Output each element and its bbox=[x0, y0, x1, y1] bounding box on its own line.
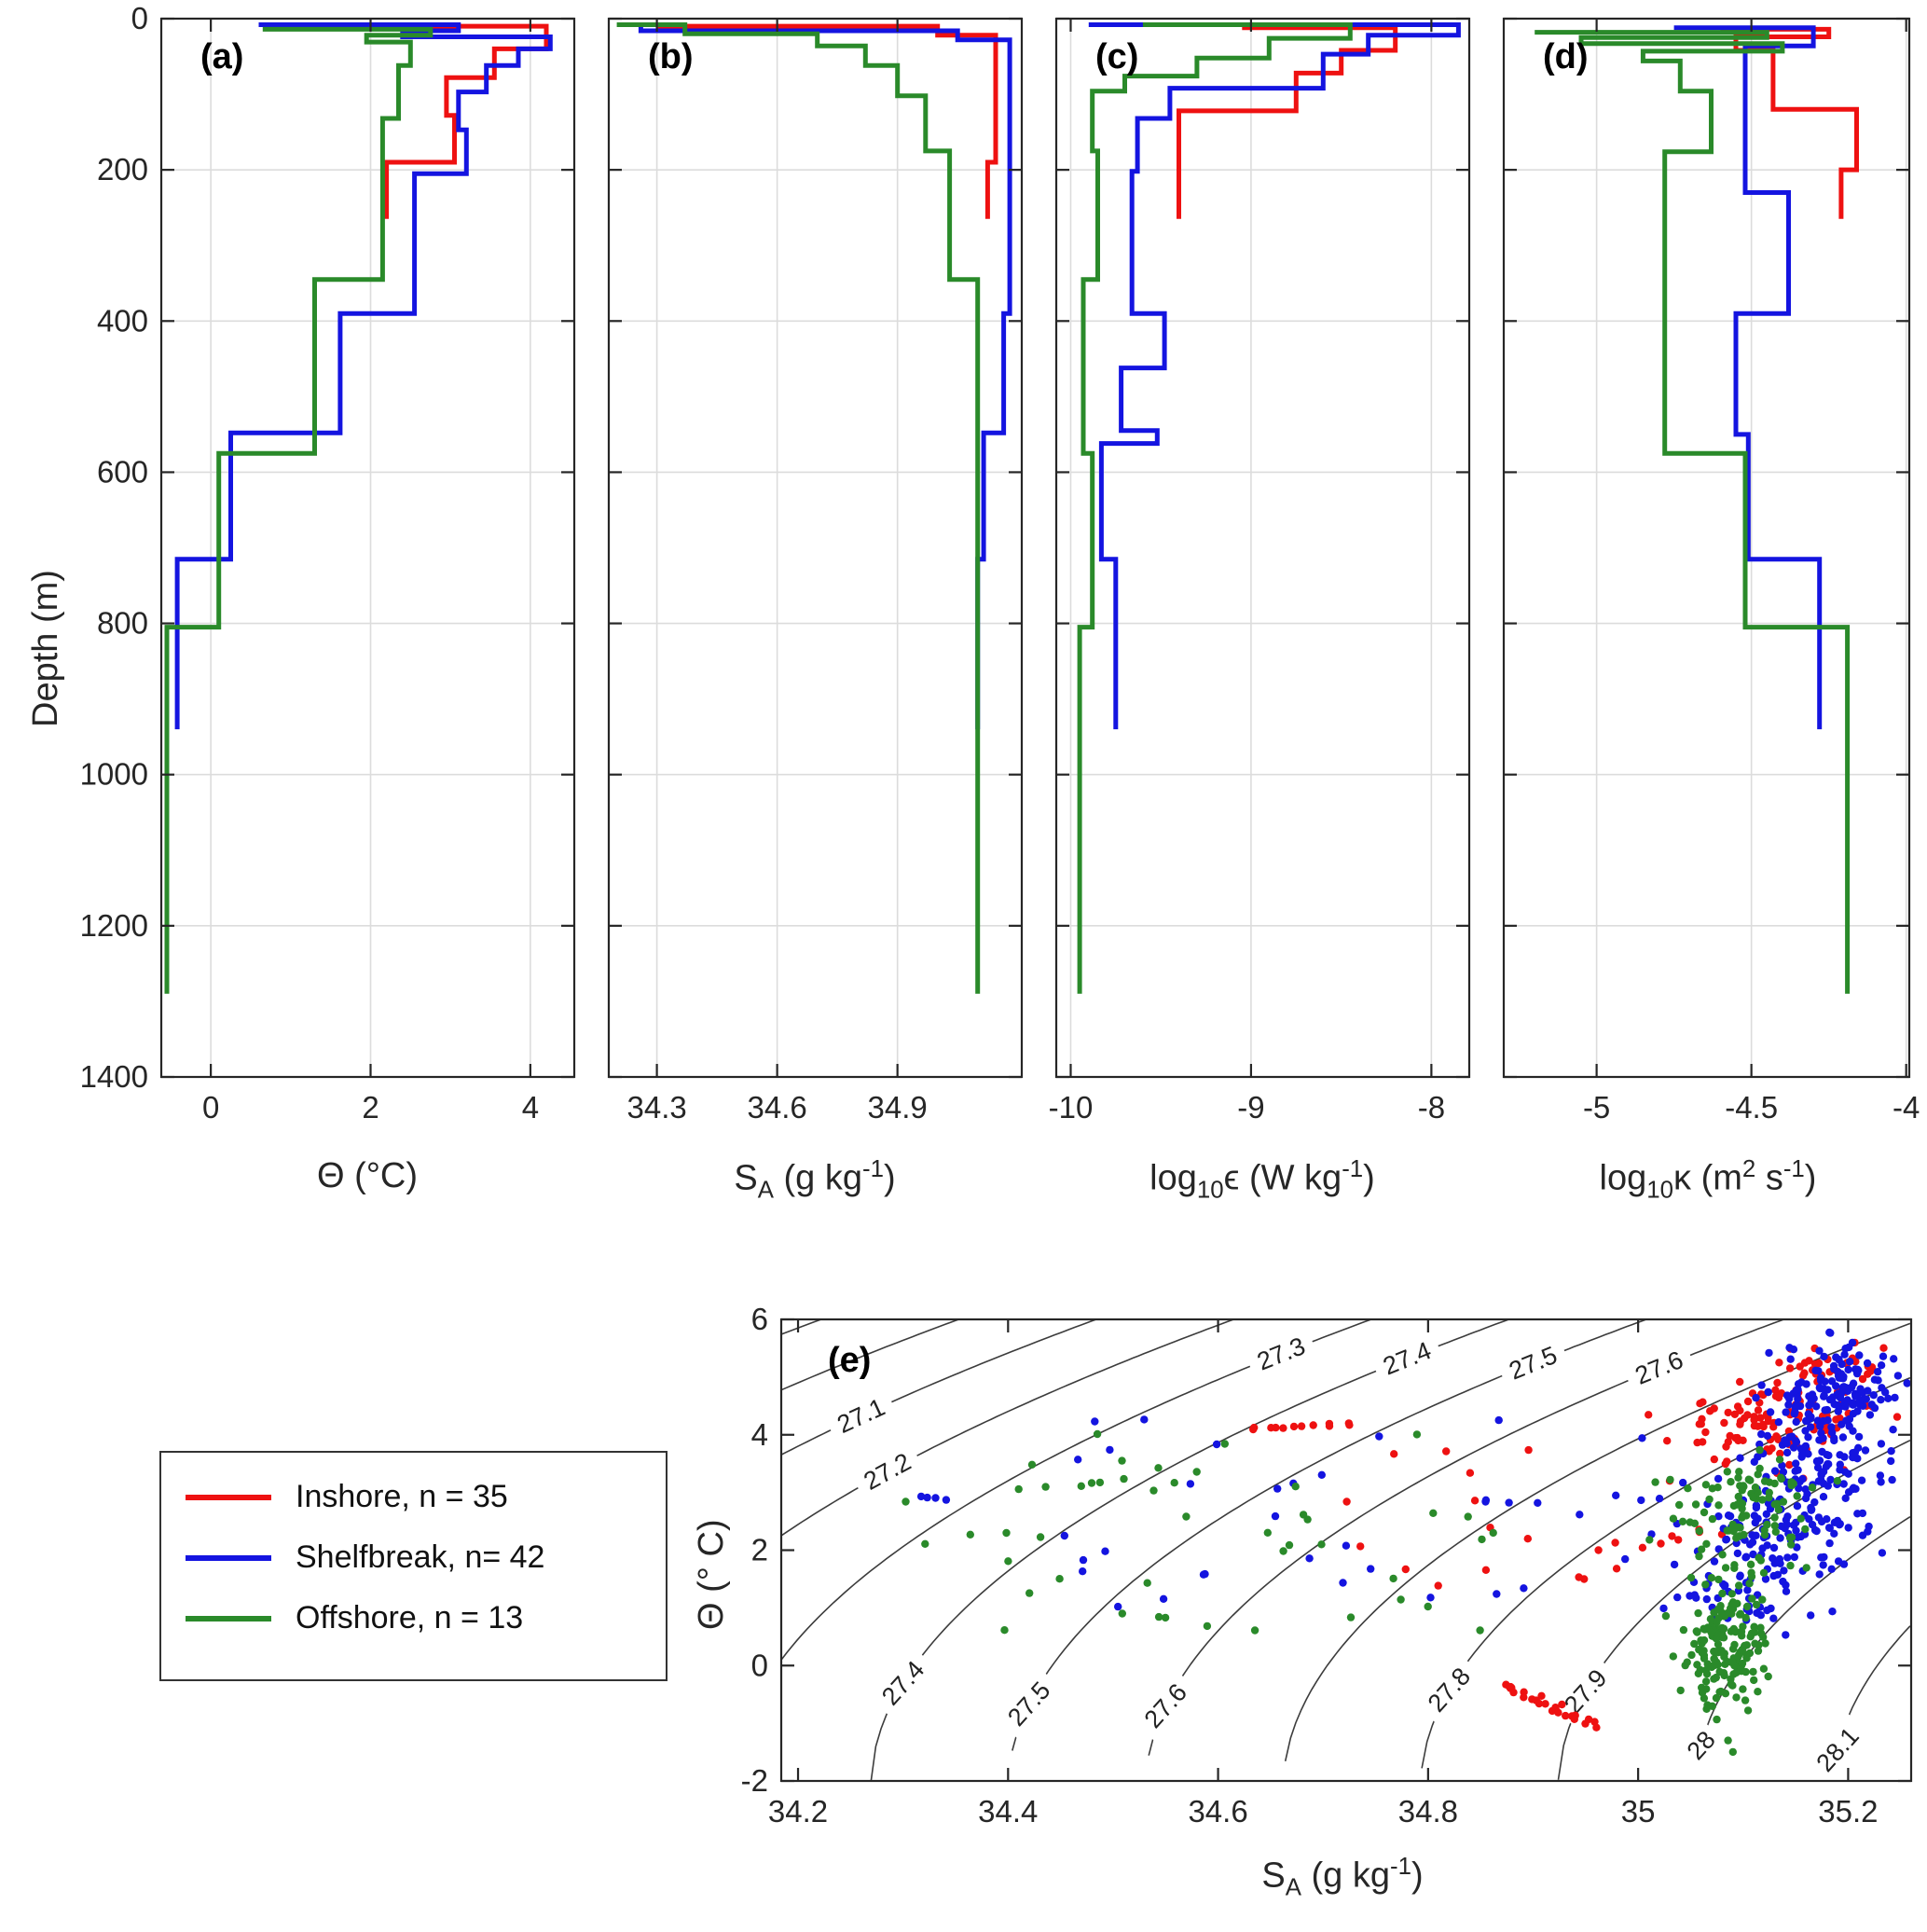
x-tick-label: -10 bbox=[1049, 1090, 1094, 1125]
panel-e: 27.127.227.3 27.4 27.5 27.627.4 27.5 27.6 27.8… bbox=[741, 1302, 1913, 1828]
profile-line-inshore bbox=[384, 23, 549, 219]
depth-tick-label: 600 bbox=[97, 454, 148, 489]
ticks: -10 -9 -8 bbox=[1049, 17, 1469, 1125]
ts-y-tick-label: 4 bbox=[751, 1417, 768, 1452]
x-tick-label: 4 bbox=[522, 1090, 539, 1125]
xlabel-salinity: SA (g kg-1) bbox=[734, 1156, 896, 1204]
ts-xlabel: SA (g kg-1) bbox=[1261, 1854, 1424, 1901]
ts-y-tick-label: 0 bbox=[751, 1648, 768, 1682]
depth-tick-label: 1000 bbox=[80, 757, 148, 792]
panel-b: 34.3 34.6 34.9 bbox=[607, 17, 1024, 1125]
x-tick-label: -9 bbox=[1237, 1090, 1264, 1125]
legend-swatch-offshore bbox=[186, 1615, 271, 1622]
profile-line-offshore bbox=[1535, 30, 1851, 994]
ticks: -5 -4.5 -4 bbox=[1504, 17, 1920, 1125]
panel-letter-c: (c) bbox=[1095, 37, 1139, 76]
ts-ylabel: Θ (° C) bbox=[692, 1519, 731, 1630]
profile-line-shelfbreak bbox=[625, 22, 1012, 730]
profile-line-shelfbreak bbox=[1673, 25, 1823, 730]
depth-tick-label: 200 bbox=[97, 152, 148, 186]
legend-item-shelfbreak: Shelfbreak, n= 42 bbox=[186, 1539, 641, 1576]
profile-line-inshore bbox=[656, 23, 998, 219]
depth-tick-label: 1400 bbox=[80, 1059, 148, 1094]
x-tick-label: 0 bbox=[202, 1090, 219, 1125]
panel-letter-e: (e) bbox=[828, 1341, 872, 1380]
xlabel-theta: Θ (°C) bbox=[316, 1156, 419, 1195]
x-tick-label: -5 bbox=[1583, 1090, 1610, 1125]
xlabel-kappa: log10κ (m2 s-1) bbox=[1599, 1156, 1817, 1204]
ticks: 0 2 4 bbox=[161, 17, 574, 1125]
ts-y-tick-label: 6 bbox=[751, 1302, 768, 1336]
scatter-offshore bbox=[902, 1429, 1842, 1757]
panel-d: -5 -4.5 -4 bbox=[1502, 17, 1920, 1125]
panel-letter-b: (b) bbox=[648, 37, 694, 76]
x-tick-label: -4.5 bbox=[1725, 1090, 1778, 1125]
x-tick-label: 34.6 bbox=[748, 1090, 807, 1125]
scatter-shelfbreak bbox=[916, 1328, 1911, 1639]
legend-label-offshore: Offshore, n = 13 bbox=[296, 1600, 524, 1635]
ts-x-tick-label: 35.2 bbox=[1818, 1794, 1878, 1828]
panel-letter-a: (a) bbox=[200, 37, 244, 76]
legend-item-inshore: Inshore, n = 35 bbox=[186, 1479, 641, 1515]
depth-axis-label: Depth (m) bbox=[26, 570, 65, 727]
x-tick-label: -8 bbox=[1418, 1090, 1445, 1125]
x-tick-label: -4 bbox=[1893, 1090, 1920, 1125]
panel-a: 0 2 4 0 200 400 600 800 1000 1200 1400 bbox=[80, 1, 576, 1125]
panel-c: -10 -9 -8 bbox=[1049, 17, 1471, 1125]
ts-x-tick-label: 35 bbox=[1621, 1794, 1656, 1828]
panel-letter-d: (d) bbox=[1543, 37, 1589, 76]
legend-label-inshore: Inshore, n = 35 bbox=[296, 1479, 508, 1514]
x-tick-label: 34.9 bbox=[868, 1090, 928, 1125]
profile-line-offshore bbox=[616, 22, 981, 994]
x-tick-label: 34.3 bbox=[626, 1090, 686, 1125]
profile-line-offshore bbox=[164, 26, 434, 994]
ts-x-tick-label: 34.4 bbox=[978, 1794, 1038, 1828]
ts-x-tick-label: 34.8 bbox=[1398, 1794, 1458, 1828]
depth-tick-label: 800 bbox=[97, 606, 148, 641]
ticks: 34.3 34.6 34.9 bbox=[609, 17, 1022, 1125]
legend-swatch-inshore bbox=[186, 1494, 271, 1500]
profile-line-shelfbreak bbox=[1088, 22, 1461, 730]
profile-line-offshore bbox=[1077, 22, 1353, 994]
legend-label-shelfbreak: Shelfbreak, n= 42 bbox=[296, 1539, 545, 1575]
xlabel-epsilon: log10ϵ (W kg-1) bbox=[1149, 1156, 1375, 1204]
depth-tick-label: 1200 bbox=[80, 908, 148, 943]
ts-y-tick-label: 2 bbox=[751, 1533, 768, 1567]
x-tick-label: 2 bbox=[362, 1090, 379, 1125]
legend-item-offshore: Offshore, n = 13 bbox=[186, 1600, 641, 1636]
grid bbox=[1056, 19, 1469, 1077]
legend-swatch-shelfbreak bbox=[186, 1554, 271, 1561]
ts-x-tick-label: 34.2 bbox=[768, 1794, 828, 1828]
grid bbox=[161, 19, 574, 1077]
grid bbox=[1504, 19, 1909, 1077]
depth-tick-label: 400 bbox=[97, 303, 148, 338]
depth-tick-label: 0 bbox=[131, 1, 148, 35]
grid bbox=[609, 19, 1022, 1077]
ts-x-tick-label: 34.6 bbox=[1188, 1794, 1247, 1828]
ts-y-tick-label: -2 bbox=[741, 1763, 768, 1798]
legend-box: Inshore, n = 35 Shelfbreak, n= 42 Offsho… bbox=[159, 1451, 668, 1681]
